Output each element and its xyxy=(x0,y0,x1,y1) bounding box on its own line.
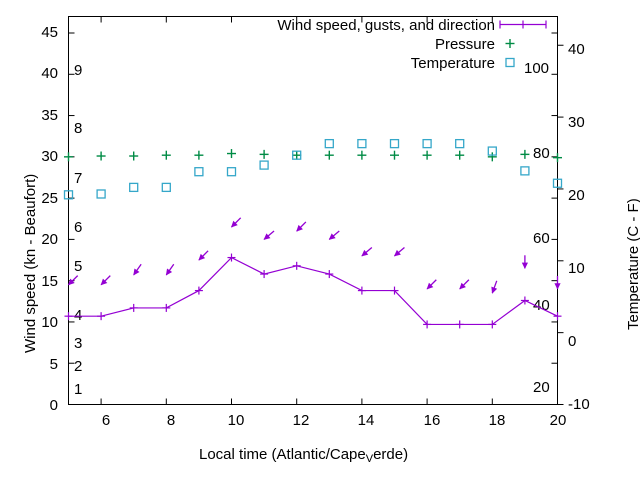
y-tick-label-15: 15 xyxy=(41,273,58,290)
x-tick-label-12: 12 xyxy=(292,412,310,429)
y2-tick-label-0: 0 xyxy=(568,333,577,350)
y-tick-label-45: 45 xyxy=(41,24,58,41)
beaufort-label-9: 9 xyxy=(74,62,83,79)
legend-label-wind: Wind speed, gusts, and direction xyxy=(277,17,495,34)
beaufort-label-7: 7 xyxy=(74,170,83,187)
x-tick-label-14: 14 xyxy=(357,412,375,429)
y-tick-label-30: 30 xyxy=(41,148,58,165)
x-tick-label-18: 18 xyxy=(488,412,506,429)
y2-axis-title: Temperature (C - F) xyxy=(625,198,640,330)
x-tick-label-10: 10 xyxy=(227,412,245,429)
beaufort-label-6: 6 xyxy=(74,219,83,236)
x-tick-label-8: 8 xyxy=(166,412,176,429)
x-axis-title-sub: V xyxy=(365,453,374,465)
x-axis-title-tail: erde) xyxy=(373,446,409,463)
fahrenheit-label-100: 100 xyxy=(524,60,550,77)
y-tick-label-5: 5 xyxy=(49,356,58,373)
fahrenheit-label-40: 40 xyxy=(533,297,550,314)
y-tick-label-35: 35 xyxy=(41,107,58,124)
y2-tick-label-10: 10 xyxy=(568,260,585,277)
y-tick-label-0: 0 xyxy=(49,397,58,414)
beaufort-label-2: 2 xyxy=(74,358,83,375)
legend-label-temperature: Temperature xyxy=(410,55,495,72)
y-tick-label-25: 25 xyxy=(41,190,58,207)
fahrenheit-label-80: 80 xyxy=(533,145,550,162)
y2-tick-label-20: 20 xyxy=(568,187,585,204)
y2-tick-label-30: 30 xyxy=(568,114,585,131)
fahrenheit-label-60: 60 xyxy=(533,230,550,247)
beaufort-label-8: 8 xyxy=(74,120,83,137)
beaufort-label-1: 1 xyxy=(74,381,83,398)
beaufort-label-5: 5 xyxy=(74,258,83,275)
x-tick-label-20: 20 xyxy=(549,412,567,429)
x-axis-title-main: Local time (Atlantic/Cape xyxy=(199,446,366,463)
beaufort-label-4: 4 xyxy=(74,307,83,324)
x-tick-label-16: 16 xyxy=(423,412,441,429)
legend-label-pressure: Pressure xyxy=(434,36,495,53)
plot-frame xyxy=(68,16,558,405)
x-axis-title: Local time (Atlantic/CapeVerde) xyxy=(199,446,408,465)
y-tick-label-20: 20 xyxy=(41,231,58,248)
beaufort-label-3: 3 xyxy=(74,335,83,352)
y2-tick-label--10: -10 xyxy=(568,396,590,413)
y-tick-label-10: 10 xyxy=(41,314,58,331)
fahrenheit-label-20: 20 xyxy=(533,379,550,396)
y-tick-label-40: 40 xyxy=(41,65,58,82)
x-tick-label-6: 6 xyxy=(101,412,111,429)
y2-tick-label-40: 40 xyxy=(568,41,585,58)
